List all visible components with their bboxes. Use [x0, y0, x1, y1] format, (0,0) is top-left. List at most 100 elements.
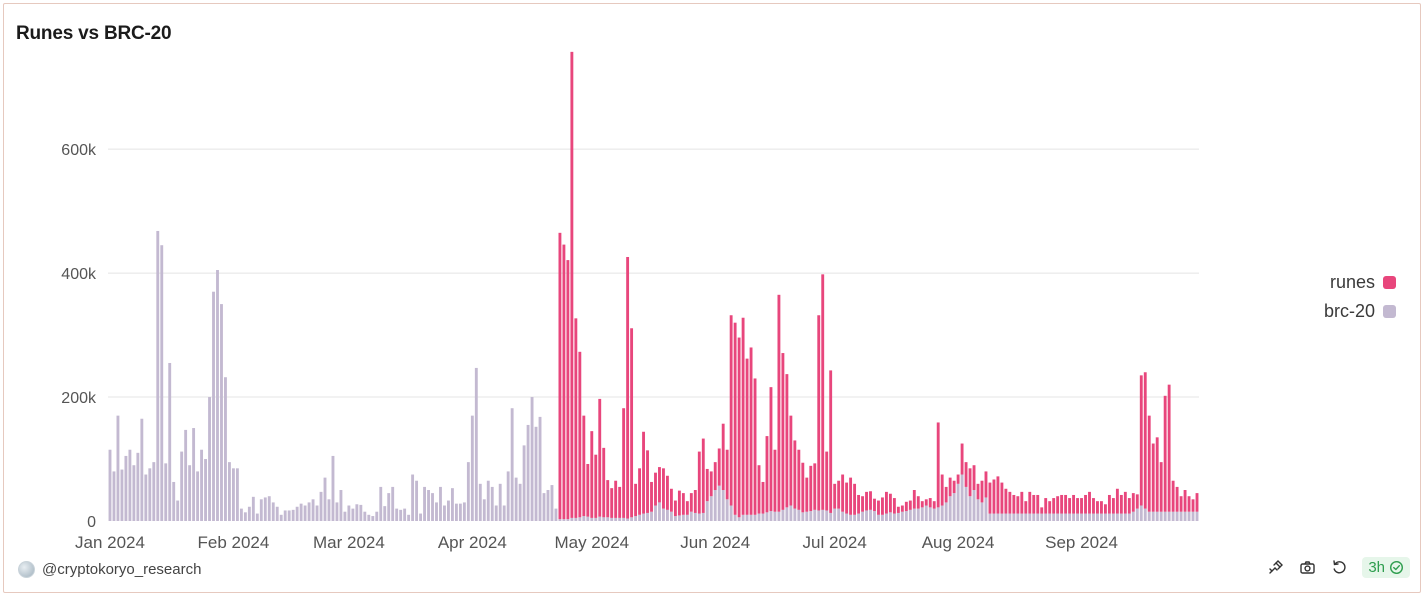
- bar-brc20: [494, 505, 498, 521]
- bar-runes: [693, 490, 697, 513]
- bar-brc20: [586, 516, 590, 521]
- bar-runes: [896, 506, 900, 513]
- bar-runes: [861, 496, 864, 512]
- bar-runes: [1076, 498, 1079, 514]
- bar-runes: [685, 501, 689, 515]
- bar-runes: [1012, 494, 1016, 514]
- bar-brc20: [526, 424, 530, 521]
- bar-runes: [1195, 493, 1199, 512]
- bar-runes: [721, 423, 725, 491]
- bar-runes: [697, 451, 701, 514]
- bar-runes: [1131, 493, 1135, 512]
- bar-brc20: [132, 465, 136, 521]
- bar-brc20: [184, 429, 188, 521]
- bar-brc20: [861, 511, 864, 521]
- bar-brc20: [673, 516, 677, 521]
- bar-brc20: [379, 486, 383, 521]
- bar-brc20: [705, 501, 709, 521]
- bar-runes: [1115, 488, 1119, 514]
- legend-swatch-runes: [1383, 276, 1396, 289]
- bar-brc20: [558, 519, 562, 521]
- y-tick-label: 400k: [61, 266, 97, 283]
- bar-runes: [1107, 494, 1111, 514]
- bar-brc20: [160, 245, 164, 521]
- bar-brc20: [972, 490, 976, 521]
- bar-brc20: [777, 511, 781, 521]
- legend-item-runes[interactable]: runes: [1324, 268, 1396, 297]
- bar-brc20: [371, 516, 375, 521]
- bar-brc20: [502, 505, 506, 521]
- bar-brc20: [1064, 513, 1068, 521]
- bar-runes: [853, 483, 857, 515]
- bar-brc20: [550, 485, 554, 521]
- bar-runes: [1052, 498, 1056, 514]
- bar-runes: [769, 387, 773, 512]
- bar-brc20: [1135, 508, 1139, 521]
- bar-brc20: [853, 514, 857, 521]
- bar-runes: [789, 415, 793, 506]
- refresh-badge[interactable]: 3h: [1362, 557, 1410, 578]
- bar-runes: [988, 482, 992, 514]
- bar-brc20: [514, 477, 518, 521]
- bar-runes: [777, 294, 781, 512]
- legend-label-brc20: brc-20: [1323, 301, 1375, 321]
- bar-brc20: [263, 497, 267, 521]
- bar-brc20: [439, 486, 442, 521]
- bar-brc20: [204, 459, 207, 521]
- bar-brc20: [220, 304, 223, 521]
- bar-brc20: [952, 493, 956, 521]
- legend-label-runes: runes: [1329, 272, 1375, 292]
- bar-brc20: [228, 462, 231, 522]
- dashboard-chart-icon[interactable]: [1266, 559, 1284, 577]
- bar-runes: [797, 449, 801, 510]
- author-handle[interactable]: @cryptokoryo_research: [18, 561, 201, 578]
- bar-runes: [713, 462, 717, 491]
- bar-runes: [642, 431, 645, 514]
- bar-brc20: [1143, 508, 1147, 521]
- legend-item-brc20[interactable]: brc-20: [1324, 297, 1396, 326]
- bar-brc20: [980, 502, 984, 521]
- bar-brc20: [299, 503, 303, 521]
- check-circle-icon: [1389, 560, 1404, 575]
- refresh-icon[interactable]: [1330, 559, 1348, 577]
- bar-runes: [833, 483, 837, 509]
- bar-runes: [761, 481, 765, 514]
- bar-runes: [634, 483, 638, 517]
- bar-brc20: [359, 504, 363, 521]
- bar-brc20: [662, 508, 665, 521]
- bar-runes: [948, 477, 952, 497]
- bar-runes: [562, 244, 566, 520]
- bar-runes: [1151, 443, 1155, 512]
- bar-runes: [1167, 384, 1171, 512]
- x-tick-label: Feb 2024: [198, 533, 270, 552]
- bar-brc20: [307, 502, 311, 521]
- bar-brc20: [431, 493, 434, 521]
- bar-brc20: [152, 462, 156, 522]
- bar-brc20: [506, 471, 510, 521]
- chart-toolbar: 3h: [1266, 557, 1410, 578]
- bar-brc20: [450, 488, 454, 521]
- bar-brc20: [1131, 511, 1135, 521]
- bar-runes: [1064, 494, 1068, 514]
- x-tick-label: Aug 2024: [922, 533, 995, 552]
- bar-brc20: [936, 507, 940, 521]
- bar-runes: [932, 501, 936, 509]
- bar-brc20: [964, 486, 968, 521]
- bar-runes: [881, 497, 884, 515]
- camera-icon[interactable]: [1298, 559, 1316, 577]
- bar-brc20: [1167, 511, 1171, 521]
- bar-brc20: [112, 471, 116, 521]
- bar-brc20: [801, 512, 805, 521]
- chart-legend: runes brc-20: [1324, 268, 1396, 326]
- bar-runes: [1096, 501, 1099, 514]
- bar-runes: [705, 468, 709, 502]
- bar-runes: [1028, 491, 1032, 514]
- bar-runes: [984, 471, 988, 498]
- bar-brc20: [570, 517, 574, 521]
- bar-brc20: [1084, 513, 1087, 521]
- bar-runes: [1036, 494, 1040, 514]
- bar-brc20: [399, 509, 403, 521]
- bar-brc20: [124, 455, 128, 521]
- bar-brc20: [498, 483, 502, 521]
- bar-brc20: [458, 503, 462, 521]
